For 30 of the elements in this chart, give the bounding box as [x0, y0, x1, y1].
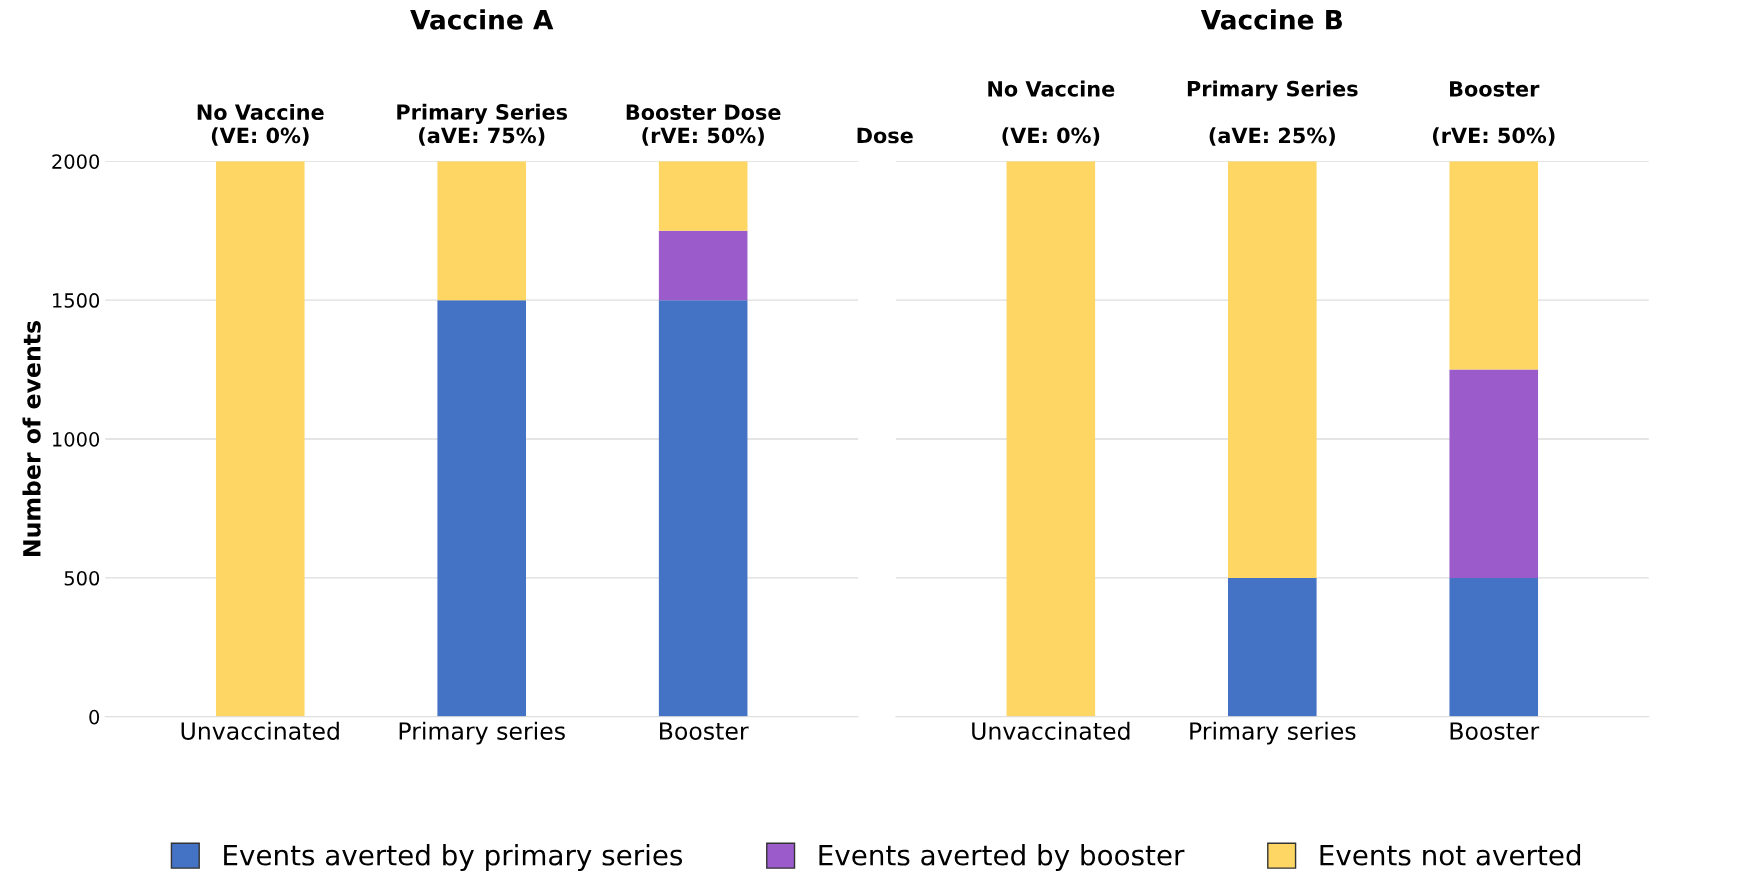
x-tick-label: Unvaccinated: [181, 721, 339, 740]
x-tick-label: Unvaccinated: [972, 721, 1130, 740]
bar: [437, 300, 526, 717]
x-tick-label: Primary series: [399, 721, 565, 745]
x-tick-label: Booster: [1450, 722, 1540, 740]
y-tick-label: 1000: [53, 432, 100, 447]
y-tick-label: 2000: [52, 154, 100, 169]
y-axis-title: Number of events: [22, 321, 41, 556]
bar: [658, 230, 748, 301]
legend-label: Events averted by primary series: [224, 844, 683, 871]
bar: [437, 161, 526, 301]
y-tick-label: 500: [64, 570, 100, 586]
bar: [658, 161, 748, 231]
text: Primary Series (aVE: 25%): [1187, 80, 1358, 146]
text: Booster Dose (rVE: 50%): [626, 104, 781, 146]
y-tick-label: 1500: [53, 293, 100, 308]
legend-label: Events not averted: [1320, 844, 1581, 866]
text: No Vaccine (VE: 0%): [988, 80, 1115, 146]
text: Booster (rVE: 50%): [1432, 81, 1555, 146]
x-tick-label: Primary series: [1190, 721, 1356, 745]
text: Primary Series (aVE: 75%): [397, 103, 568, 146]
x-tick-label: Booster: [660, 722, 749, 740]
chart-title: Vaccine A: [410, 9, 554, 30]
bar: [658, 300, 748, 717]
text: Dose: [857, 127, 913, 144]
chart-title: Vaccine B: [1200, 9, 1342, 30]
bar: [215, 161, 305, 717]
legend-label: Events averted by booster: [819, 844, 1185, 871]
text: No Vaccine (VE: 0%): [197, 103, 324, 146]
y-tick-label: 0: [89, 709, 100, 725]
